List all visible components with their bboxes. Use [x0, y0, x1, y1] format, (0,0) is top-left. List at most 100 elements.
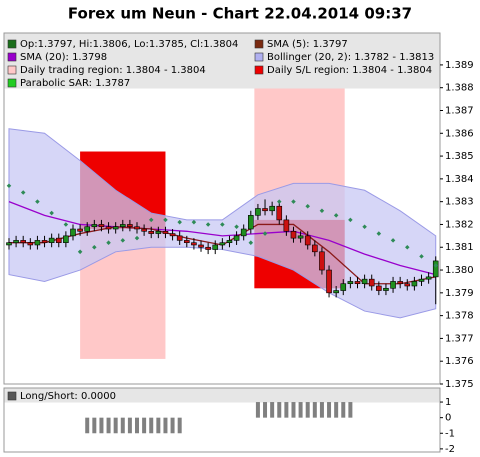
legend-swatch: [254, 65, 264, 75]
sar-dot: [433, 263, 438, 268]
long-short-bar: [341, 402, 346, 418]
legend-label: SMA (5): 1.3797: [267, 39, 348, 50]
long-short-bar: [284, 402, 289, 418]
candle-body: [6, 242, 12, 246]
y-tick-label: 1.377: [445, 333, 474, 344]
candle-body: [297, 235, 304, 239]
candle-body: [191, 242, 197, 246]
y-tick-label: -1: [445, 428, 455, 439]
candle-body: [20, 240, 27, 243]
y-tick-label: 1.379: [445, 288, 474, 299]
legend-label: Parabolic SAR: 1.3787: [20, 78, 130, 89]
long-short-bar: [334, 402, 339, 418]
long-short-bar: [291, 402, 296, 418]
candle-body: [77, 228, 83, 232]
candle-body: [432, 260, 439, 278]
sar-dot: [262, 231, 268, 236]
plot-border: [3, 32, 441, 385]
sar-dot: [419, 254, 424, 259]
candle-body: [127, 224, 133, 228]
candle-body: [91, 224, 98, 228]
y-tick-label: 1.387: [445, 105, 474, 116]
candle-body: [105, 226, 112, 230]
candle-body: [169, 233, 176, 237]
legend-swatch: [254, 52, 264, 62]
candle-body: [112, 226, 119, 230]
y-tick-label: 1.389: [445, 60, 474, 71]
candle-body: [262, 208, 268, 212]
candle-body: [312, 244, 318, 253]
y-tick-label: 1.386: [445, 128, 474, 139]
candle-body: [119, 224, 126, 228]
candle-body: [390, 281, 396, 289]
candle-body: [368, 278, 375, 287]
candle-body: [183, 240, 190, 243]
long-short-bar: [92, 417, 97, 434]
legend-label: Bollinger (20, 2): 1.3782 - 1.3813: [267, 52, 434, 63]
legend-swatch: [7, 65, 17, 75]
y-tick-label: 1.384: [445, 174, 474, 185]
y-tick-label: 1.388: [445, 83, 474, 94]
candle-body: [283, 219, 290, 232]
sub-legend-panel: [4, 388, 440, 403]
y-tick-label: 1.376: [445, 356, 474, 367]
candle-body: [361, 278, 368, 285]
sar-dot: [63, 222, 69, 227]
sar-dot: [92, 244, 97, 250]
candle-body: [148, 230, 155, 234]
y-tick-label: 0: [445, 413, 451, 424]
candle-body: [198, 244, 204, 248]
candle-body: [425, 276, 432, 280]
candle-body: [134, 226, 140, 230]
sar-dot: [35, 199, 40, 204]
legend-swatch: [7, 78, 17, 88]
legend-label: Long/Short: 0.0000: [20, 391, 116, 402]
candle-body: [98, 224, 105, 228]
chart-title: Forex um Neun - Chart 22.04.2014 09:37: [68, 5, 412, 23]
candle-body: [84, 226, 91, 232]
legend-label: SMA (20): 1.3798: [20, 52, 107, 63]
candle-body: [205, 246, 211, 250]
sar-dot: [390, 238, 396, 243]
long-short-bar: [255, 402, 260, 418]
candle-body: [383, 287, 389, 291]
long-short-bar: [177, 417, 182, 434]
y-tick-label: 1.381: [445, 242, 474, 253]
long-short-bar: [305, 402, 310, 418]
candle-body: [333, 290, 339, 294]
candle-body: [141, 228, 147, 232]
long-short-bar: [170, 417, 175, 434]
legend-label: Daily trading region: 1.3804 - 1.3804: [20, 65, 206, 76]
y-tick-label: 1.385: [445, 151, 474, 162]
sar-dot: [276, 199, 282, 204]
candle-body: [212, 244, 219, 250]
candle-body: [340, 283, 347, 291]
long-short-bar: [277, 402, 282, 418]
legend-swatch: [7, 39, 17, 49]
candle-body: [70, 228, 76, 237]
y-tick-label: 1.383: [445, 197, 474, 208]
long-short-bar: [156, 417, 161, 434]
long-short-bar: [327, 402, 332, 418]
candle-body: [55, 237, 62, 243]
legend-swatch: [7, 52, 17, 62]
legend-swatch: [7, 391, 17, 401]
candle-body: [304, 235, 311, 246]
long-short-bar: [319, 402, 324, 418]
long-short-bar: [163, 417, 168, 434]
y-tick-label: 1.375: [445, 379, 474, 390]
long-short-bar: [135, 417, 140, 434]
long-short-bar: [99, 417, 104, 434]
candle-body: [326, 269, 332, 294]
candle-body: [248, 215, 254, 230]
candle-body: [376, 285, 382, 291]
candle-body: [411, 281, 418, 287]
candle-body: [347, 281, 354, 285]
candle-body: [63, 235, 69, 243]
y-tick-label: 1.382: [445, 219, 474, 230]
y-tick-label: -2: [445, 444, 455, 455]
candle-body: [233, 235, 240, 241]
long-short-bar: [113, 417, 118, 434]
candle-body: [219, 242, 226, 246]
